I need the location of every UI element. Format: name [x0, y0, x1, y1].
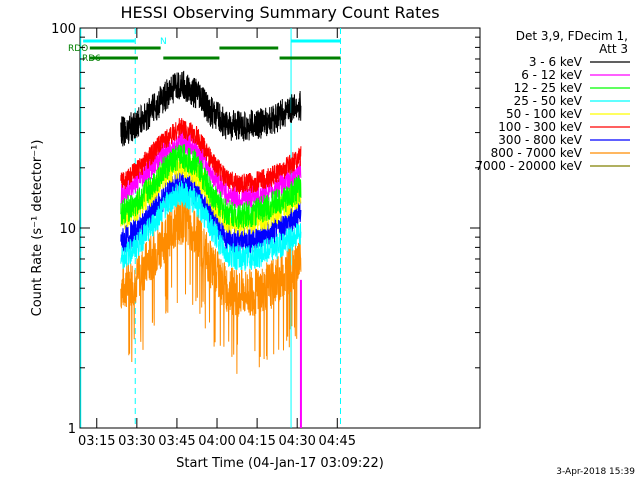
legend-entry-label: 3 - 6 keV [529, 55, 583, 69]
footer-date: 3-Apr-2018 15:39 [556, 467, 635, 477]
legend-header-line2: Att 3 [599, 42, 628, 56]
x-tick-label: 03:30 [118, 434, 155, 449]
x-tick-label: 04:15 [238, 434, 275, 449]
legend-entry-label: 6 - 12 keV [521, 68, 583, 82]
legend-entry-label: 7000 - 20000 keV [475, 159, 582, 173]
x-tick-label: 04:45 [319, 434, 356, 449]
legend-entry-label: 100 - 300 keV [498, 120, 582, 134]
series-line-3 [120, 180, 302, 271]
y-axis-label: Count Rate (s⁻¹ detector⁻¹) [30, 140, 45, 317]
flag-label-n: N [160, 37, 167, 47]
x-tick-label: 03:15 [78, 434, 115, 449]
y-tick-label: 100 [51, 22, 76, 37]
legend-entry-label: 25 - 50 keV [514, 94, 583, 108]
flag-label-rd6: RD6 [82, 54, 101, 64]
series-line-2 [120, 143, 302, 230]
series-layer [120, 70, 302, 374]
x-tick-label: 04:00 [198, 434, 235, 449]
flag-label-rdo: RDO [68, 44, 88, 54]
x-tick-label: 04:30 [278, 434, 315, 449]
legend-header-line1: Det 3,9, FDecim 1, [516, 29, 628, 43]
x-axis-label: Start Time (04-Jan-17 03:09:22) [176, 456, 384, 471]
legend-entry-label: 300 - 800 keV [498, 133, 582, 147]
chart-title: HESSI Observing Summary Count Rates [120, 3, 439, 22]
series-line-0 [120, 70, 302, 147]
series-line-7 [120, 198, 302, 374]
axes: 1 10 100 03:15 03:30 03:45 04:00 04:15 04:30 04:4… [51, 22, 480, 449]
legend-entry-label: 50 - 100 keV [506, 107, 583, 121]
y-tick-label: 10 [59, 222, 76, 237]
legend-entry-label: 12 - 25 keV [514, 81, 583, 95]
y-tick-label: 1 [68, 422, 76, 437]
x-tick-label: 03:45 [158, 434, 195, 449]
legend-entry-label: 800 - 7000 keV [491, 146, 583, 160]
series-line-5 [120, 118, 302, 195]
